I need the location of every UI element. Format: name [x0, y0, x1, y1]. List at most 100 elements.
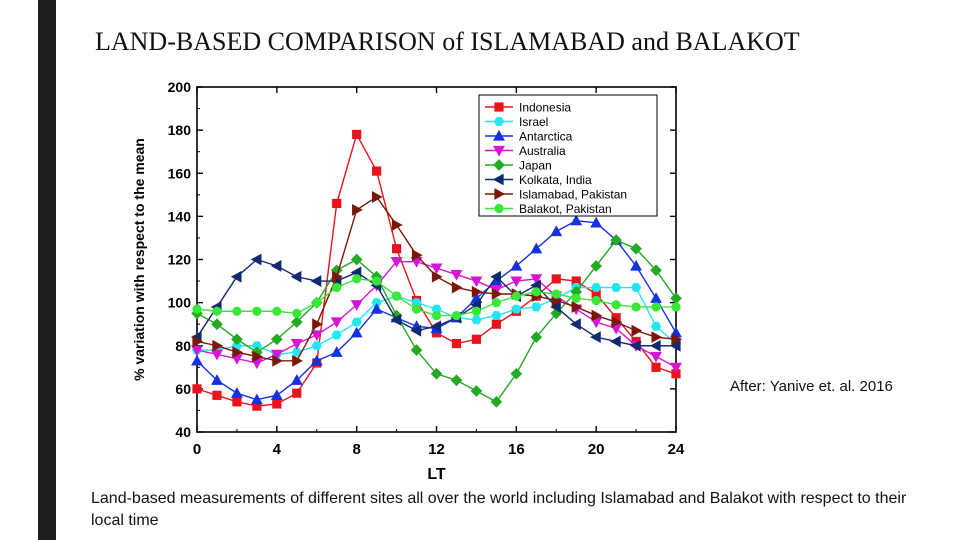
data-point [650, 264, 662, 277]
data-point [630, 242, 642, 255]
data-point [571, 293, 581, 303]
data-point [671, 302, 681, 312]
data-point [631, 324, 643, 337]
data-point [611, 300, 621, 310]
data-point [491, 298, 501, 308]
data-point [450, 269, 463, 281]
x-tick-label: 0 [193, 441, 201, 458]
data-point [250, 393, 263, 405]
data-point [272, 306, 282, 316]
data-point [331, 330, 342, 340]
data-point [649, 339, 661, 352]
data-point [351, 317, 362, 327]
data-point [352, 274, 362, 284]
data-point [310, 354, 323, 366]
data-point [510, 276, 523, 288]
data-point [332, 198, 342, 209]
data-point [610, 234, 622, 246]
data-point [391, 291, 402, 301]
legend-marker [494, 203, 504, 214]
data-point [590, 260, 602, 272]
x-tick-label: 8 [352, 441, 360, 458]
data-point [430, 263, 443, 275]
data-point [490, 395, 503, 408]
chart-legend: IndonesiaIsraelAntarcticaAustraliaJapanK… [478, 94, 658, 217]
data-point [232, 397, 242, 407]
data-point [590, 331, 601, 344]
y-tick-label: 140 [168, 208, 192, 224]
line-chart: 40 60 80 100 120 140 160 180 200 0 4 8 12 16 20 24 LT % v… [131, 79, 685, 483]
data-point [451, 338, 462, 349]
data-point [372, 166, 382, 176]
chart-panel: 40 60 80 100 120 140 160 180 200 0 4 8 12 16 20 24 LT % v… [127, 72, 691, 483]
data-point [330, 346, 343, 357]
data-point [530, 242, 543, 254]
data-point [352, 203, 363, 216]
data-point [451, 310, 462, 321]
x-tick-label: 4 [273, 441, 282, 458]
data-point [650, 321, 662, 331]
data-point [292, 308, 302, 319]
data-point [250, 253, 262, 266]
data-point [471, 285, 483, 298]
data-point [471, 306, 482, 316]
data-point [470, 385, 483, 397]
x-tick-label: 24 [668, 441, 685, 458]
data-point [531, 287, 541, 297]
data-point [531, 302, 542, 312]
data-point [611, 316, 623, 328]
series-balakot-pakistan [192, 274, 681, 321]
y-tick-label: 80 [175, 338, 191, 354]
data-point [571, 301, 583, 313]
data-point [491, 319, 501, 329]
data-point [630, 339, 641, 352]
data-point [651, 362, 661, 372]
legend-label: Kolkata, India [519, 173, 592, 187]
data-point [410, 344, 423, 356]
data-point [551, 274, 561, 284]
legend-item: Kolkata, India [485, 173, 592, 187]
slide-title: LAND-BASED COMPARISON of ISLAMABAD and B… [95, 27, 800, 56]
y-axis-label: % variation with respect to the mean [131, 138, 147, 381]
legend-label: Balakot, Pakistan [519, 202, 612, 216]
legend-item: Israel [485, 115, 548, 129]
data-point [551, 289, 561, 299]
legend-marker [493, 129, 505, 141]
y-tick-label: 120 [168, 252, 192, 268]
data-point [290, 374, 303, 385]
legend-item: Balakot, Pakistan [485, 202, 612, 216]
data-point [310, 275, 322, 287]
data-point [410, 324, 422, 337]
data-point [350, 326, 363, 338]
data-point [211, 318, 223, 331]
data-point [431, 270, 443, 283]
data-point [271, 333, 283, 346]
data-point [550, 301, 561, 313]
y-tick-label: 60 [175, 381, 191, 397]
legend-marker [492, 173, 504, 186]
data-point [491, 311, 502, 320]
data-point [390, 257, 403, 268]
legend-label: Islamabad, Pakistan [519, 188, 627, 202]
data-point [651, 302, 661, 312]
data-point [631, 283, 642, 292]
data-point [312, 318, 323, 331]
x-axis-ticks: 0 4 8 12 16 20 24 [193, 87, 685, 458]
series-kolkata-india [190, 253, 681, 352]
data-point [332, 282, 342, 293]
y-tick-label: 160 [168, 165, 192, 181]
data-point [230, 270, 242, 283]
data-point [431, 310, 442, 321]
legend-box [478, 94, 658, 217]
data-point [272, 399, 282, 409]
y-tick-label: 40 [175, 424, 191, 440]
data-point [231, 333, 243, 346]
data-point [350, 253, 363, 266]
data-point [272, 354, 283, 367]
x-axis-label: LT [427, 466, 446, 482]
data-point [570, 214, 583, 226]
legend-marker [493, 117, 505, 126]
data-point [669, 339, 681, 352]
data-point [350, 300, 363, 311]
data-point [391, 219, 403, 231]
